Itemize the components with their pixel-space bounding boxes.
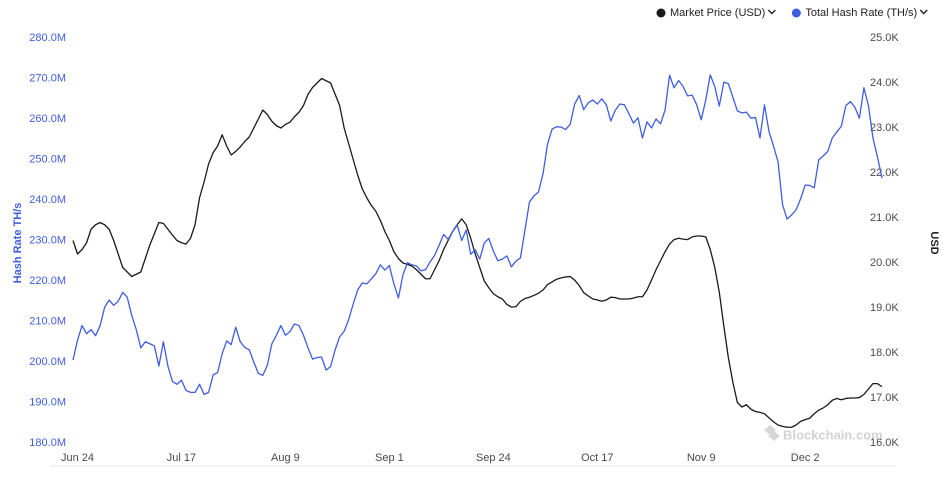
y2-tick-label: 18.0K (870, 347, 899, 359)
y2-tick-label: 17.0K (870, 392, 899, 404)
y2-tick-label: 24.0K (870, 77, 899, 89)
y-axis-title: Hash Rate TH/s (12, 203, 24, 284)
y-tick-label: 190.0M (29, 396, 66, 408)
x-tick-label: Sep 1 (375, 452, 404, 464)
x-tick-label: Dec 2 (791, 452, 820, 464)
y2-tick-label: 20.0K (870, 257, 899, 269)
x-tick-label: Aug 9 (271, 452, 300, 464)
y2-tick-label: 23.0K (870, 122, 899, 134)
x-tick-label: Jul 17 (167, 452, 196, 464)
legend-swatch (791, 8, 801, 18)
watermark: Blockchain.com (764, 425, 883, 442)
y2-tick-label: 19.0K (870, 302, 899, 314)
watermark-icon (764, 425, 780, 441)
series-line (72, 74, 883, 396)
y-tick-label: 280.0M (29, 32, 66, 44)
legend-swatch (656, 8, 666, 18)
y2-axis-title: USD (928, 231, 940, 254)
x-tick-label: Jun 24 (61, 452, 94, 464)
y2-tick-label: 16.0K (870, 437, 899, 449)
series-line (72, 77, 883, 428)
y2-tick-label: 21.0K (870, 212, 899, 224)
x-tick-label: Nov 9 (687, 452, 716, 464)
y2-tick-label: 22.0K (870, 167, 899, 179)
legend-chevron (767, 9, 776, 15)
legend-chevron (919, 9, 928, 15)
legend-label: Total Hash Rate (TH/s) (805, 7, 917, 19)
legend: Market Price (USD) Total Hash Rate (TH/s) (656, 7, 928, 19)
legend-item[interactable]: Market Price (USD) (656, 7, 776, 19)
y2-tick-label: 25.0K (870, 32, 899, 44)
y-tick-label: 260.0M (29, 113, 66, 125)
y-tick-label: 210.0M (29, 315, 66, 327)
legend-item[interactable]: Total Hash Rate (TH/s) (791, 7, 928, 19)
y-tick-label: 250.0M (29, 153, 66, 165)
watermark-text: Blockchain.com (783, 427, 883, 442)
y-tick-label: 240.0M (29, 194, 66, 206)
x-tick-label: Sep 24 (476, 452, 511, 464)
y-tick-label: 220.0M (29, 275, 66, 287)
x-tick-label: Oct 17 (581, 452, 613, 464)
y-tick-label: 200.0M (29, 356, 66, 368)
y-tick-label: 180.0M (29, 437, 66, 449)
y-tick-label: 230.0M (29, 234, 66, 246)
legend-label: Market Price (USD) (670, 7, 765, 19)
y-tick-label: 270.0M (29, 72, 66, 84)
